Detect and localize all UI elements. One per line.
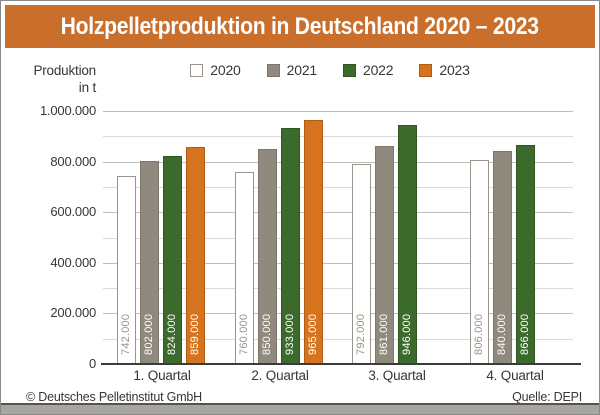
legend-swatch-2020 — [190, 63, 204, 77]
chart-title: Holzpelletproduktion in Deutschland 2020… — [60, 12, 540, 40]
bar-value-2023-q1: 859.000 — [189, 313, 201, 355]
y-tick-label: 0 — [88, 356, 96, 371]
x-axis-label-q2: 2. Quartal — [251, 368, 309, 383]
gridline-minor — [103, 339, 573, 340]
bar-2023-q1: 859.000 — [186, 147, 205, 364]
y-tick-label: 800.000 — [50, 154, 96, 169]
gridline-minor — [103, 288, 573, 289]
bar-2021-q2: 850.000 — [258, 149, 277, 364]
bar-2020-q1: 742.000 — [117, 176, 136, 364]
y-tick-label: 400.000 — [50, 255, 96, 270]
gridline-major — [103, 212, 573, 213]
y-axis-unit-label: Produktion in t — [1, 62, 96, 96]
bar-value-2021-q2: 850.000 — [261, 313, 273, 355]
legend: 2020 2021 2022 2023 — [61, 61, 599, 79]
legend-swatch-2022 — [343, 63, 356, 77]
bar-value-2022-q1: 824.000 — [166, 313, 178, 355]
y-axis-unit-line1: Produktion — [33, 63, 96, 78]
bar-2021-q1: 802.000 — [140, 161, 159, 364]
gridline-minor — [103, 136, 573, 137]
copyright-text: © Deutsches Pelletinstitut GmbH — [26, 390, 202, 404]
x-axis-label-q1: 1. Quartal — [133, 368, 191, 383]
gridline-minor — [103, 238, 573, 239]
bar-2021-q3: 861.000 — [375, 146, 394, 364]
bar-2020-q4: 806.000 — [470, 160, 489, 364]
bar-2022-q4: 866.000 — [516, 145, 535, 364]
legend-item-2023: 2023 — [419, 62, 470, 78]
bar-2022-q2: 933.000 — [281, 128, 300, 364]
bar-group-q1: 742.000 802.000 824.000 859.000 — [117, 147, 205, 364]
bar-value-2020-q2: 760.000 — [238, 313, 250, 355]
chart-title-band: Holzpelletproduktion in Deutschland 2020… — [5, 5, 595, 48]
y-tick-label: 1.000.000 — [39, 103, 96, 118]
legend-swatch-2021 — [266, 63, 280, 77]
bar-value-2020-q4: 806.000 — [473, 313, 485, 355]
bar-2021-q4: 840.000 — [493, 151, 512, 364]
bar-group-q2: 760.000 850.000 933.000 965.000 — [235, 120, 323, 364]
legend-item-2021: 2021 — [266, 62, 318, 78]
y-tick-label: 600.000 — [50, 204, 96, 219]
y-tick-label: 200.000 — [50, 305, 96, 320]
gridline-major — [103, 111, 573, 112]
legend-item-2022: 2022 — [343, 62, 394, 78]
legend-label-2021: 2021 — [286, 62, 318, 78]
bar-value-2022-q4: 866.000 — [519, 313, 531, 355]
bar-value-2021-q4: 840.000 — [496, 313, 508, 355]
bottom-edge-strip — [1, 403, 599, 414]
x-axis-label-q4: 4. Quartal — [486, 368, 544, 383]
bar-value-2023-q2: 965.000 — [307, 313, 319, 355]
legend-label-2023: 2023 — [439, 62, 470, 78]
bar-group-q3: 792.000 861.000 946.000 — [352, 125, 440, 364]
bar-2023-q2: 965.000 — [304, 120, 323, 364]
legend-label-2020: 2020 — [210, 62, 241, 78]
bar-value-2021-q1: 802.000 — [143, 313, 155, 355]
gridline-minor — [103, 187, 573, 188]
bar-value-2022-q2: 933.000 — [284, 313, 296, 355]
bar-2022-q3: 946.000 — [398, 125, 417, 364]
bar-value-2020-q1: 742.000 — [120, 313, 132, 355]
plot-area: 742.000 802.000 824.000 859.000 760.000 850.0… — [103, 111, 573, 364]
bar-value-2021-q3: 861.000 — [378, 313, 390, 355]
gridline-major — [103, 263, 573, 264]
gridline-major — [103, 162, 573, 163]
source-text: Quelle: DEPI — [512, 390, 582, 404]
bar-value-2020-q3: 792.000 — [355, 313, 367, 355]
bar-2020-q3: 792.000 — [352, 164, 371, 364]
gridline-major — [103, 313, 573, 314]
x-axis-baseline — [101, 363, 581, 365]
bar-value-2022-q3: 946.000 — [401, 313, 413, 355]
y-axis-unit-line2: in t — [78, 80, 96, 95]
bar-2020-q2: 760.000 — [235, 172, 254, 364]
x-axis-label-q3: 3. Quartal — [368, 368, 426, 383]
legend-label-2022: 2022 — [363, 62, 394, 78]
bar-group-q4: 806.000 840.000 866.000 — [470, 145, 558, 364]
bar-2022-q1: 824.000 — [163, 156, 182, 364]
legend-swatch-2023 — [419, 63, 433, 77]
legend-item-2020: 2020 — [190, 62, 241, 78]
